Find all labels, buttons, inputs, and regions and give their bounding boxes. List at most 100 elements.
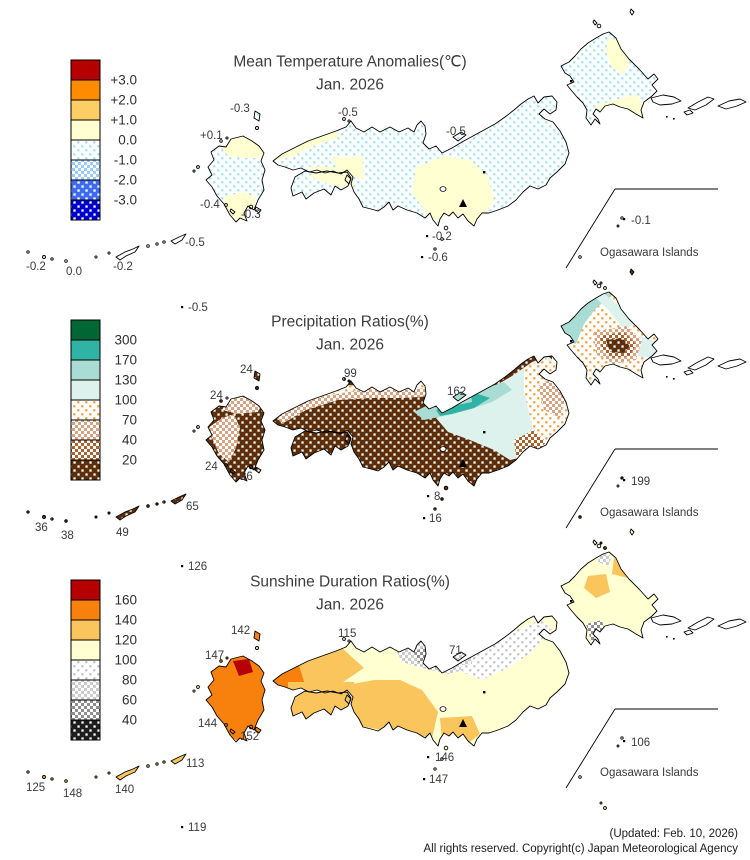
station-value-label: -0.5 [188, 302, 208, 314]
station-value-label: -0.4 [200, 199, 220, 211]
station-value-label: 152 [240, 731, 259, 743]
temperature-anomaly-map: +3.0 +2.0 +1.0 0.0 -1.0 -2.0 -3.0 -0.3 -0.5 +0.1… [26, 8, 747, 314]
station-value-label: 36 [35, 522, 48, 534]
station-value-label: 147 [205, 650, 224, 662]
legend-color-box [70, 119, 101, 141]
islet-speck [673, 638, 675, 640]
station-dot [181, 565, 184, 568]
mt-fuji-marker [459, 719, 467, 727]
precipitation-ratio-map: 300 170 130 100 70 40 20 24 99 24 162 24 26 8 16 65 36 3… [26, 268, 747, 573]
station-value-label: 71 [449, 645, 462, 657]
legend-color-box [70, 439, 101, 461]
station-value-label: 125 [26, 782, 45, 794]
station-value-label: 24 [210, 390, 223, 402]
legend-color-box [70, 659, 101, 681]
station-dot [427, 495, 430, 498]
station-marker [570, 80, 573, 83]
station-value-label: 126 [188, 561, 207, 573]
station-value-label: 142 [231, 625, 250, 637]
station-value-label: -0.2 [113, 261, 133, 273]
legend-color-box [70, 339, 101, 361]
sunshine-color-scale: 160 140 120 100 80 60 40 [70, 579, 137, 741]
station-value-label: 24 [205, 461, 218, 473]
mt-fuji-marker [459, 199, 467, 207]
legend-color-box [70, 99, 101, 121]
station-value-label: 106 [631, 737, 650, 749]
station-value-label: -0.3 [241, 209, 261, 221]
outlined-island [650, 94, 682, 106]
legend-color-box [70, 619, 101, 641]
precipitation-map-title: Precipitation Ratios(%) [271, 313, 429, 330]
station-value-label: 65 [186, 501, 199, 513]
station-value-label: 144 [198, 718, 218, 730]
climate-region [208, 414, 240, 462]
legend-color-box [70, 179, 101, 201]
legend-threshold-label: 60 [122, 693, 137, 708]
legend-threshold-label: 20 [122, 453, 137, 468]
legend-threshold-label: 100 [114, 653, 137, 668]
coastline-layer [26, 268, 659, 550]
legend-threshold-label: +2.0 [110, 93, 137, 108]
climate-region [250, 626, 266, 644]
station-value-label: 146 [435, 752, 454, 764]
climate-region [274, 128, 342, 160]
legend-threshold-label: -2.0 [114, 173, 137, 188]
legend-threshold-label: +3.0 [110, 73, 137, 88]
precipitation-station-values: 24 99 24 162 24 26 8 16 65 36 38 49 199 126 [35, 364, 650, 573]
footer: (Updated: Feb. 10, 2026) All rights rese… [424, 827, 738, 857]
outlined-island [650, 354, 682, 366]
lake [439, 446, 447, 452]
legend-color-box [70, 419, 101, 441]
station-value-label: -0.5 [338, 107, 358, 119]
station-value-label: 162 [447, 386, 466, 398]
legend-threshold-label: 0.0 [118, 133, 137, 148]
temperature-map-subtitle: Jan. 2026 [316, 76, 384, 93]
footer-updated: (Updated: Feb. 10, 2026) [609, 828, 739, 840]
station-marker [570, 600, 573, 603]
legend-color-box [70, 159, 101, 181]
station-dot [426, 235, 429, 238]
climate-region [233, 659, 253, 676]
legend-threshold-label: 70 [122, 413, 137, 428]
legend-color-box [70, 139, 101, 161]
station-dot [427, 756, 430, 759]
legend-threshold-label: 170 [114, 353, 137, 368]
sunshine-map-subtitle: Jan. 2026 [316, 596, 384, 613]
climate-region [562, 290, 612, 344]
climate-region [584, 574, 610, 598]
station-value-label: -0.1 [631, 215, 651, 227]
outlined-island [683, 109, 694, 116]
legend-threshold-label: +1.0 [110, 113, 137, 128]
climate-region [436, 394, 490, 416]
station-dot [423, 517, 426, 520]
station-dot [623, 479, 626, 482]
sunshine-station-values: 142 115 147 71 144 152 113 125 148 140 146 147 106 11… [26, 625, 650, 834]
legend-color-box [70, 579, 101, 601]
ogasawara-inset-label: Ogasawara Islands [600, 767, 699, 779]
station-value-label: 115 [338, 628, 356, 640]
islet-speck [673, 378, 675, 380]
outlined-island [687, 356, 715, 371]
station-value-label: 199 [631, 476, 650, 488]
legend-threshold-label: 40 [122, 433, 137, 448]
station-value-label: 0.0 [66, 266, 82, 278]
legend-color-box [70, 699, 101, 721]
sunshine-map-title: Sunshine Duration Ratios(%) [250, 573, 450, 590]
legend-color-box [70, 599, 101, 621]
ogasawara-inset-label: Ogasawara Islands [600, 507, 699, 519]
station-value-label: 148 [63, 788, 82, 800]
station-dot [421, 256, 424, 259]
coastline-layer [26, 528, 659, 810]
legend-threshold-label: 160 [114, 593, 137, 608]
land-fill-layer [26, 269, 658, 550]
temperature-map-title: Mean Temperature Anomalies(℃) [233, 53, 466, 70]
station-value-label: -0.2 [432, 231, 452, 243]
lake [439, 186, 447, 192]
temperature-station-values: -0.3 -0.5 +0.1 -0.5 -0.4 -0.3 -0.2 -0.6 -0.5 -0.2… [26, 103, 651, 314]
precipitation-map-subtitle: Jan. 2026 [316, 336, 384, 353]
japan-map-art-sunshine [26, 528, 747, 810]
station-dot [623, 740, 626, 743]
climate-region [596, 292, 634, 332]
land-fill-layer [26, 529, 658, 810]
